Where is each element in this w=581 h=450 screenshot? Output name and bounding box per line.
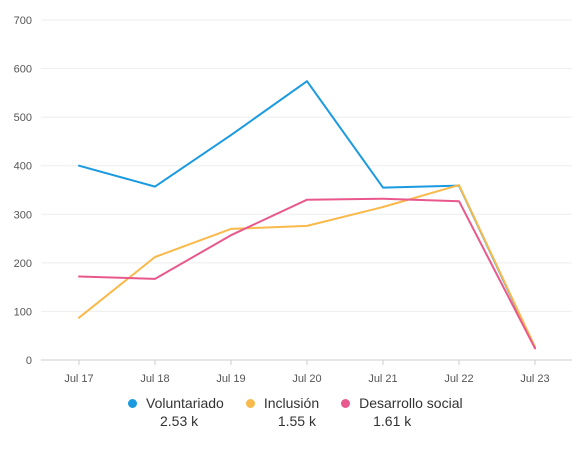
legend-item-desarrollo-social[interactable]: Desarrollo social 1.61 k bbox=[341, 394, 463, 430]
legend-label: Desarrollo social bbox=[359, 395, 463, 411]
data-point[interactable] bbox=[304, 197, 310, 203]
data-point[interactable] bbox=[228, 226, 234, 232]
legend-total: 1.61 k bbox=[373, 413, 412, 429]
data-point[interactable] bbox=[380, 196, 386, 202]
data-point[interactable] bbox=[456, 182, 462, 188]
data-point[interactable] bbox=[152, 184, 158, 190]
grid-lines bbox=[41, 19, 572, 312]
x-tick-label: Jul 18 bbox=[140, 373, 169, 385]
data-point[interactable] bbox=[76, 315, 82, 321]
data-point[interactable] bbox=[304, 78, 310, 84]
data-point[interactable] bbox=[532, 345, 538, 351]
legend-dot-icon bbox=[128, 398, 137, 408]
legend-label: Inclusión bbox=[263, 395, 320, 411]
series-line-desarrollo-social[interactable] bbox=[78, 197, 536, 350]
legend-total: 2.53 k bbox=[160, 413, 199, 429]
series-line-inclusi-n[interactable] bbox=[78, 184, 536, 348]
x-tick-label: Jul 20 bbox=[292, 373, 321, 385]
data-point[interactable] bbox=[152, 254, 158, 260]
x-tick-label: Jul 23 bbox=[520, 373, 549, 385]
y-tick-label: 100 bbox=[14, 306, 32, 318]
legend-item-voluntariado[interactable]: Voluntariado 2.53 k bbox=[128, 394, 224, 430]
data-point[interactable] bbox=[76, 273, 82, 279]
x-tick-label: Jul 22 bbox=[444, 373, 473, 385]
legend-label: Voluntariado bbox=[146, 395, 224, 411]
y-tick-label: 300 bbox=[14, 209, 32, 221]
y-tick-label: 200 bbox=[14, 258, 32, 270]
legend: Voluntariado 2.53 k Inclusión 1.55 k Des… bbox=[128, 394, 463, 430]
legend-dot-icon bbox=[245, 398, 255, 408]
data-point[interactable] bbox=[304, 223, 310, 229]
series-lines bbox=[76, 78, 538, 351]
legend-dot-icon bbox=[341, 398, 351, 408]
x-tick-label: Jul 19 bbox=[216, 373, 245, 385]
x-tick-label: Jul 17 bbox=[64, 373, 93, 385]
x-tick-labels: Jul 17 Jul 18 Jul 19 Jul 20 Jul 21 Jul 22 Jul … bbox=[64, 373, 549, 385]
data-point[interactable] bbox=[76, 163, 82, 169]
data-point[interactable] bbox=[228, 232, 234, 238]
data-point[interactable] bbox=[152, 276, 158, 282]
y-tick-label: 400 bbox=[14, 161, 32, 173]
data-point[interactable] bbox=[228, 132, 234, 138]
y-tick-label: 500 bbox=[14, 112, 32, 124]
y-tick-label: 700 bbox=[14, 15, 32, 27]
legend-total: 1.55 k bbox=[277, 413, 316, 429]
legend-item-inclusion[interactable]: Inclusión 1.55 k bbox=[245, 394, 320, 430]
axes bbox=[41, 359, 572, 365]
y-tick-label: 600 bbox=[14, 64, 32, 76]
data-point[interactable] bbox=[380, 204, 386, 210]
y-tick-labels: 0 100 200 300 400 500 600 700 bbox=[14, 15, 32, 367]
y-tick-label: 0 bbox=[26, 355, 32, 367]
x-tick-label: Jul 21 bbox=[368, 373, 397, 385]
data-point[interactable] bbox=[380, 185, 386, 191]
data-point[interactable] bbox=[456, 198, 462, 204]
